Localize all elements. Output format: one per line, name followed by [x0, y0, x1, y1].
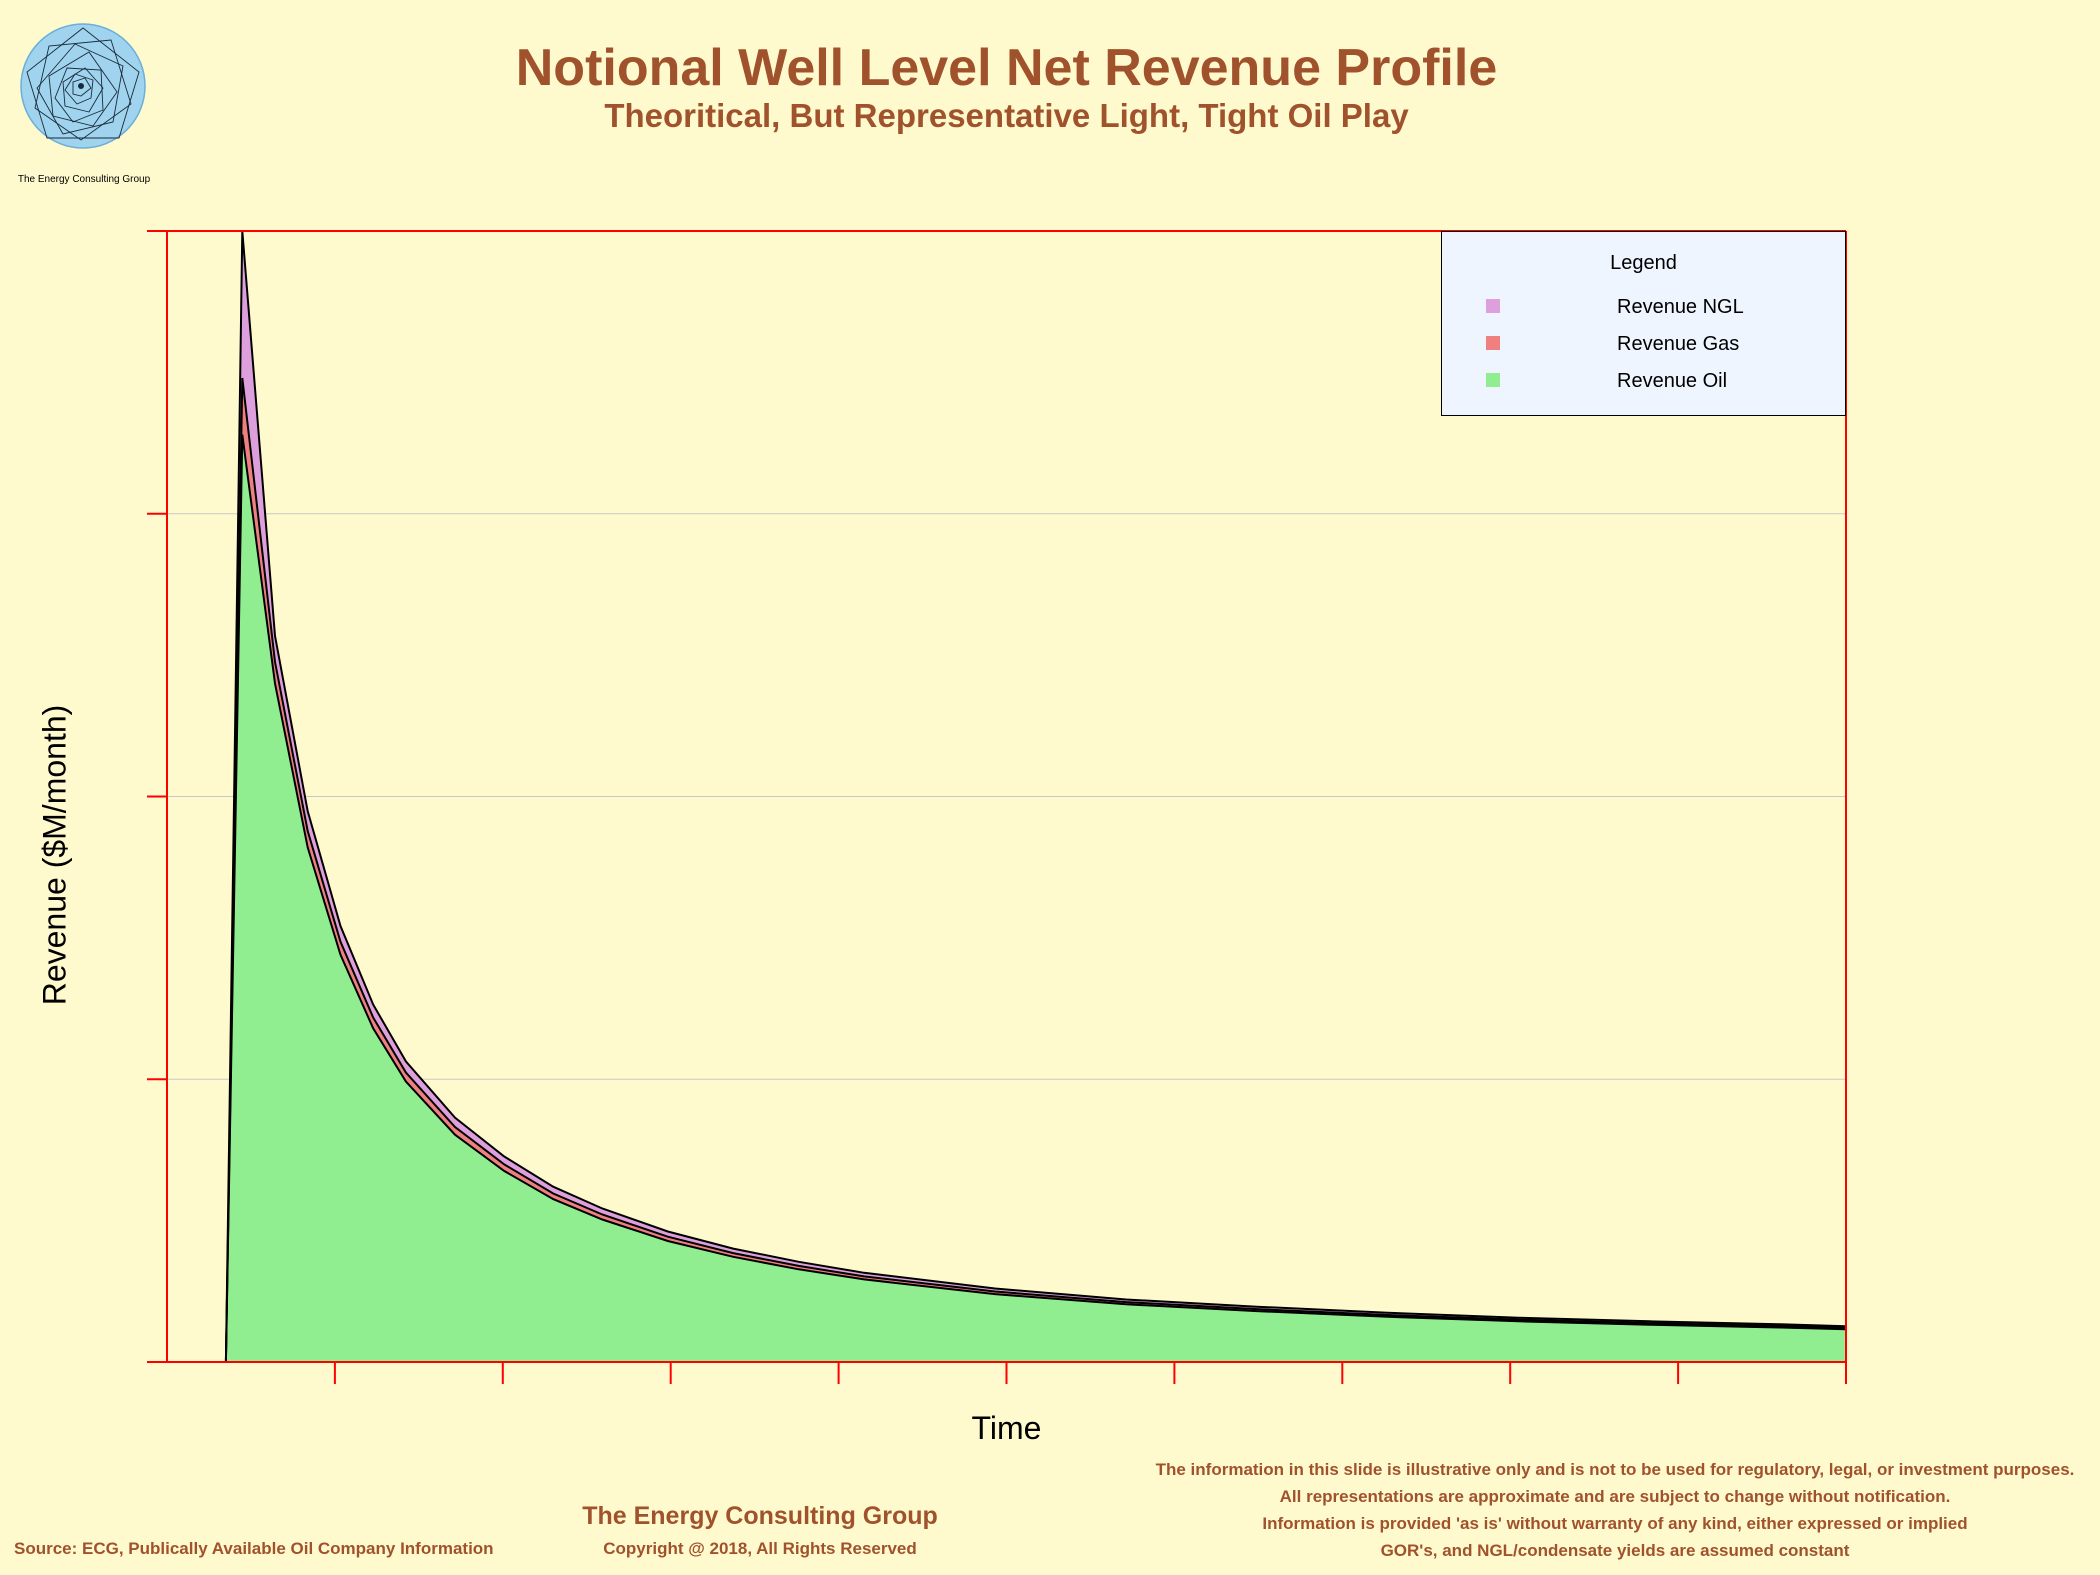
- disclaimer-line: GOR's, and NGL/condensate yields are ass…: [1380, 1541, 1850, 1560]
- company-logo: The Energy Consulting Group: [14, 20, 154, 190]
- legend-label-oil: Revenue Oil: [1617, 370, 1728, 392]
- revenue-ngl-line: [209, 230, 1847, 1363]
- footer-brand: The Energy Consulting Group: [582, 1502, 938, 1530]
- spiral-logo-icon: [20, 23, 146, 149]
- revenue-oil-area: [209, 434, 1846, 1363]
- disclaimer-line: The information in this slide is illustr…: [1155, 1460, 2075, 1479]
- legend-label-gas: Revenue Gas: [1617, 333, 1740, 355]
- page-title: Notional Well Level Net Revenue Profile: [515, 39, 1498, 97]
- legend-item-ngl: Revenue NGL: [1486, 296, 1826, 320]
- legend-title: Legend: [1610, 252, 1677, 274]
- disclaimer: The information in this slide is illustr…: [1020, 1456, 2100, 1564]
- footer-copyright: Copyright @ 2018, All Rights Reserved: [603, 1539, 917, 1558]
- disclaimer-line: All representations are approximate and …: [1279, 1487, 1951, 1506]
- logo-caption: The Energy Consulting Group: [17, 174, 151, 185]
- disclaimer-line: Information is provided 'as is' without …: [1262, 1514, 1968, 1533]
- legend-item-gas: Revenue Gas: [1486, 333, 1826, 357]
- legend-swatch-ngl: [1486, 299, 1500, 313]
- y-axis-label: Revenue ($M/month): [36, 704, 73, 1006]
- grid-layer: [167, 513, 1846, 1080]
- legend-label-ngl: Revenue NGL: [1617, 296, 1744, 318]
- legend-item-oil: Revenue Oil: [1486, 370, 1826, 394]
- page-subtitle: Theoritical, But Representative Light, T…: [604, 97, 1409, 134]
- area-layer: [209, 230, 1847, 1363]
- x-axis-label: Time: [971, 1410, 1042, 1446]
- chart-legend: Legend Revenue NGL Revenue Gas Revenue O…: [1441, 231, 1846, 416]
- legend-swatch-oil: [1486, 373, 1500, 387]
- legend-swatch-gas: [1486, 336, 1500, 350]
- revenue-gas-line: [209, 377, 1847, 1363]
- source-note: Source: ECG, Publically Available Oil Co…: [14, 1539, 494, 1558]
- revenue-oil-line: [209, 434, 1847, 1363]
